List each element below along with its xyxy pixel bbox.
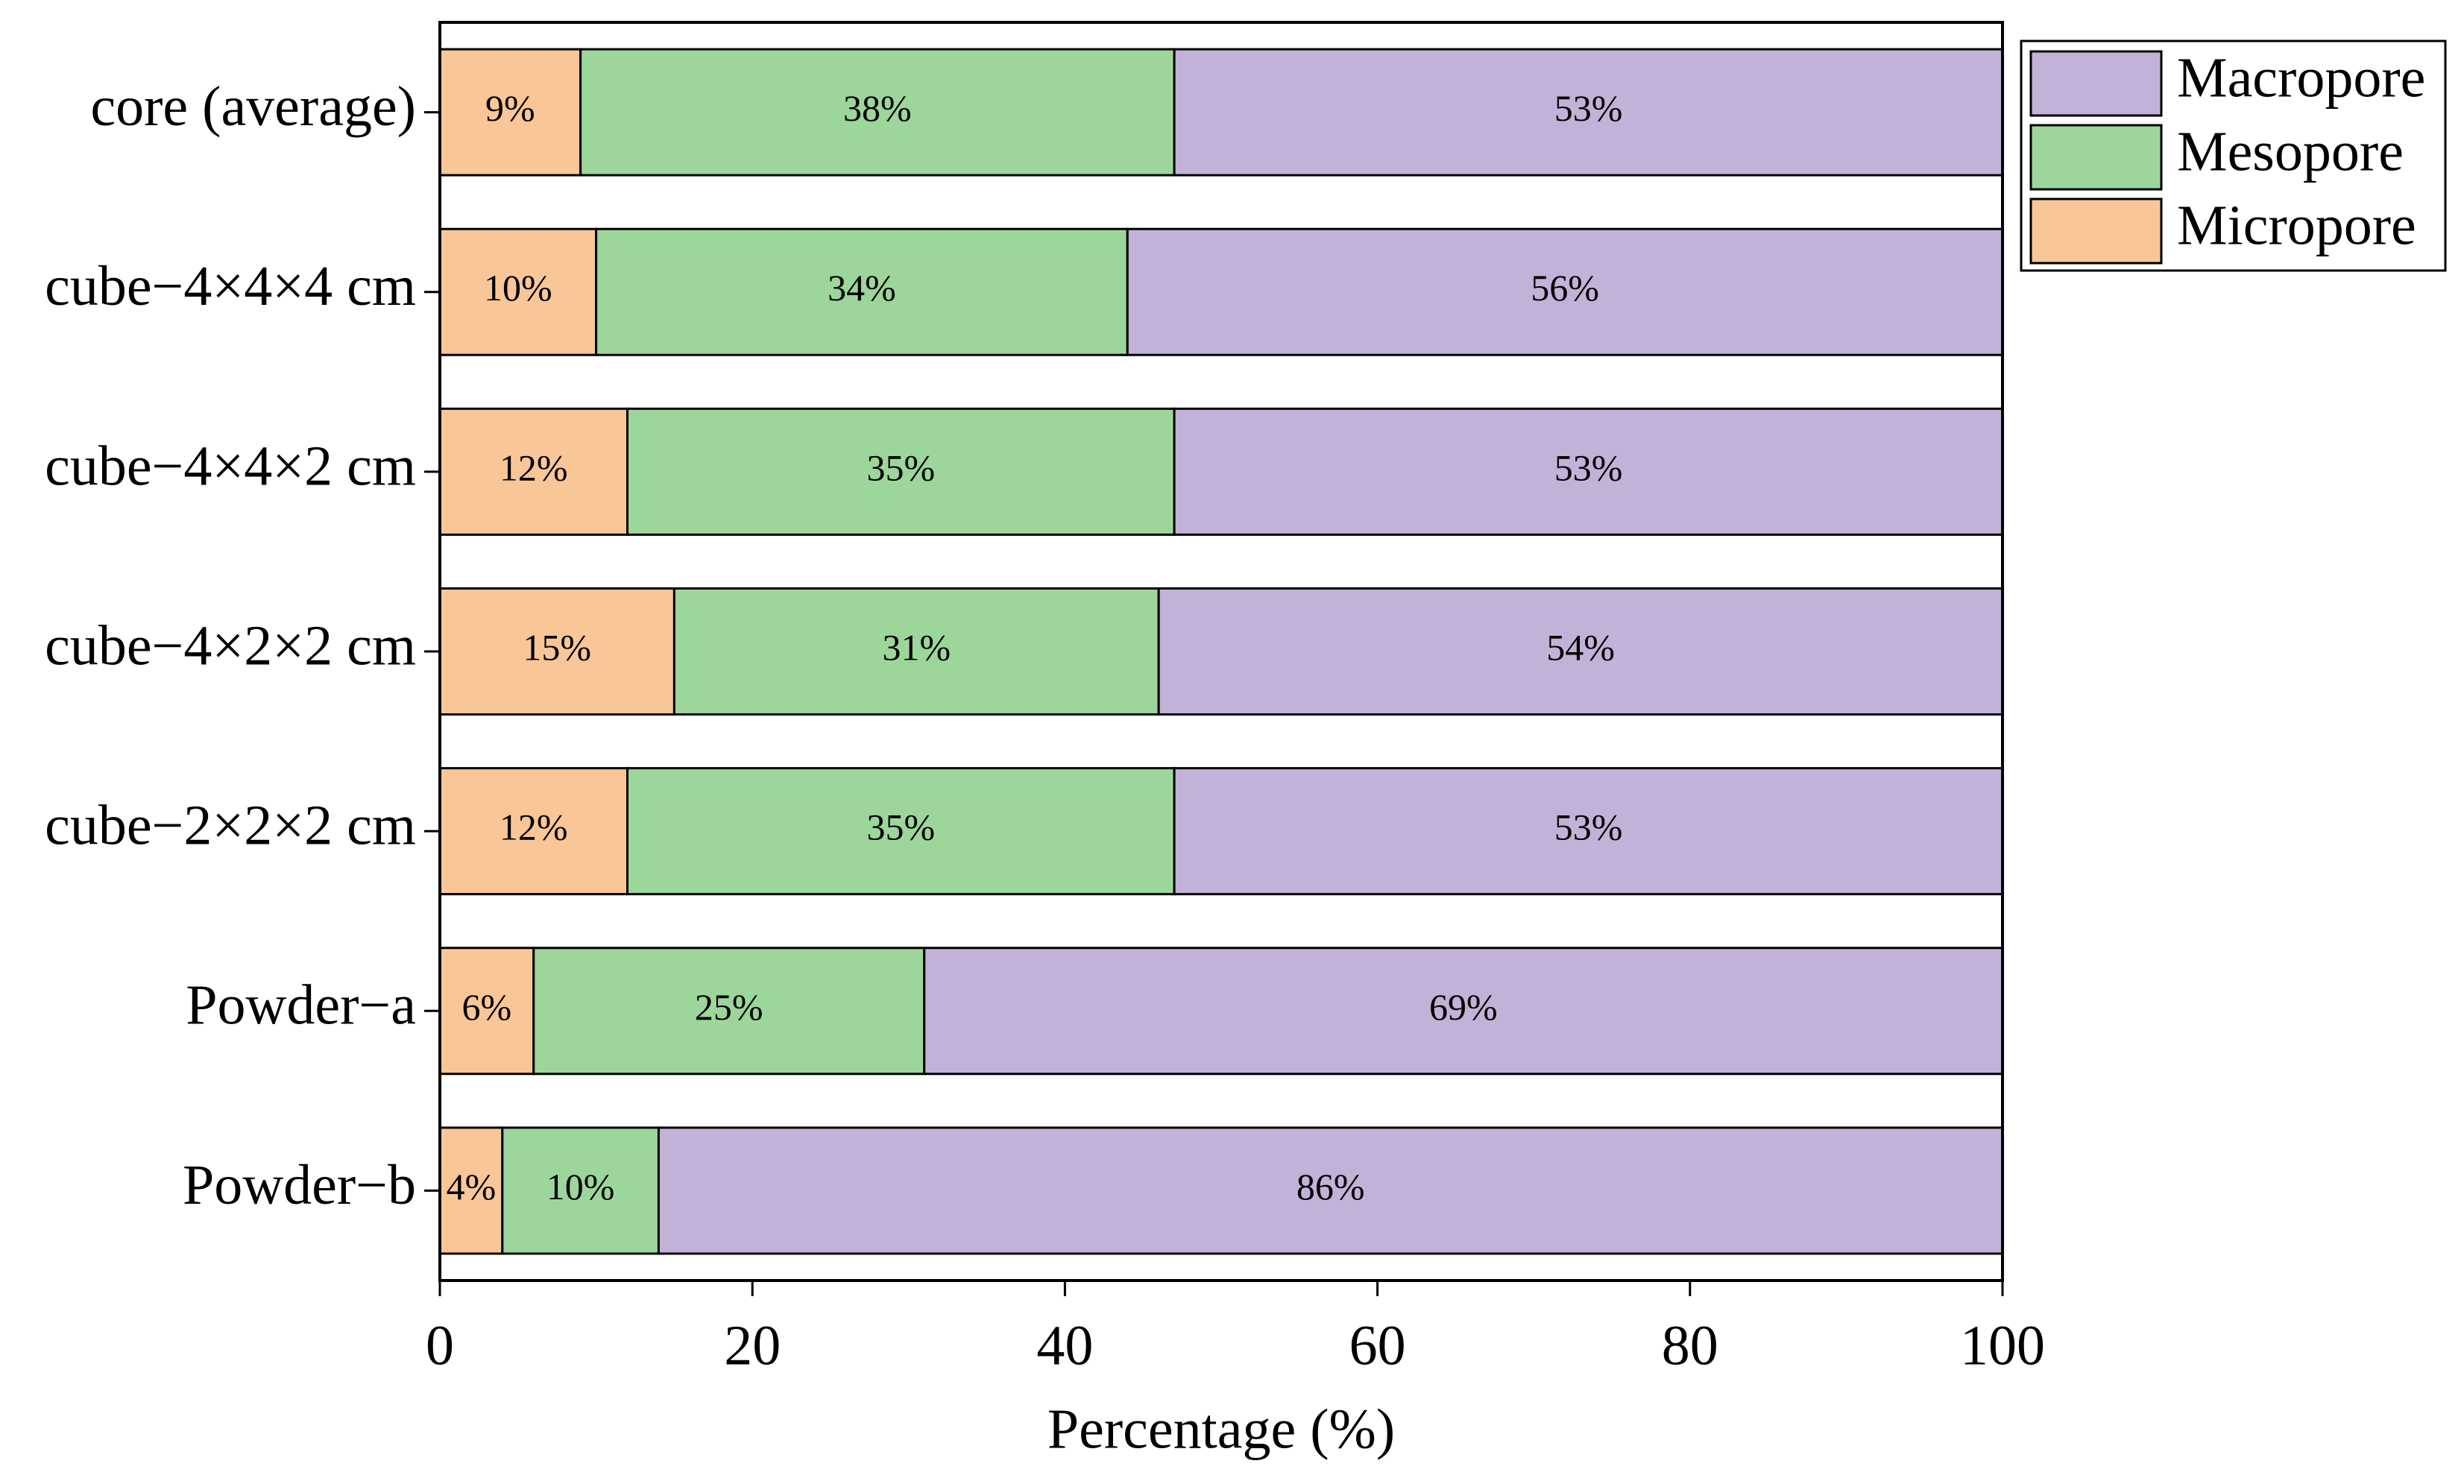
x-tick-label: 60	[1349, 1314, 1406, 1377]
data-label: 34%	[828, 267, 896, 309]
data-label: 35%	[866, 806, 935, 848]
y-tick-label: Powder−a	[186, 974, 416, 1037]
data-label: 12%	[500, 806, 568, 848]
data-label: 6%	[462, 986, 512, 1028]
data-label: 25%	[695, 986, 763, 1028]
legend-label: Micropore	[2177, 194, 2416, 256]
bar-segment	[532, 947, 926, 1076]
x-tick-label: 40	[1036, 1314, 1093, 1377]
data-label: 53%	[1554, 806, 1623, 848]
data-label: 15%	[523, 626, 591, 668]
y-tick-label: Powder−b	[183, 1154, 416, 1216]
data-label: 53%	[1554, 446, 1623, 488]
x-tick-label: 80	[1662, 1314, 1718, 1377]
data-label: 4%	[447, 1166, 497, 1207]
legend-label: Macropore	[2177, 46, 2425, 109]
data-label: 31%	[882, 626, 951, 668]
x-tick-label: 100	[1960, 1314, 2045, 1377]
x-tick-label: 20	[724, 1314, 781, 1377]
data-label: 35%	[866, 446, 935, 488]
legend-swatch	[2029, 198, 2163, 265]
y-tick-label: cube−2×2×2 cm	[45, 795, 416, 857]
data-label: 10%	[546, 1166, 615, 1207]
bar-segment	[501, 1126, 660, 1255]
bar-segment	[672, 587, 1160, 716]
data-label: 38%	[843, 87, 912, 129]
bar-segment	[626, 407, 1176, 536]
legend-swatch	[2029, 50, 2163, 117]
y-tick-label: cube−4×4×4 cm	[45, 255, 416, 318]
bar-segment	[1173, 767, 2004, 896]
x-tick-label: 0	[426, 1314, 454, 1377]
x-axis-title: Percentage (%)	[1047, 1398, 1395, 1460]
bar-segment	[626, 767, 1176, 896]
data-label: 10%	[484, 267, 552, 309]
plot-frame	[438, 21, 2004, 1282]
bar-segment	[1173, 48, 2004, 177]
data-label: 86%	[1296, 1166, 1365, 1207]
bar-segment	[579, 48, 1176, 177]
data-label: 53%	[1554, 87, 1623, 129]
data-label: 12%	[500, 446, 568, 488]
y-tick-label: cube−4×2×2 cm	[45, 614, 416, 677]
bar-segment	[438, 1126, 504, 1255]
bar-segment	[657, 1126, 2004, 1255]
bar-segment	[1126, 227, 2004, 356]
data-label: 69%	[1429, 986, 1498, 1028]
bar-segment	[1173, 407, 2004, 536]
data-label: 9%	[485, 87, 535, 129]
y-tick-label: cube−4×4×2 cm	[45, 435, 416, 497]
data-label: 56%	[1531, 267, 1599, 309]
legend-swatch	[2029, 124, 2163, 191]
y-tick-label: core (average)	[90, 75, 416, 138]
bar-segment	[923, 947, 2004, 1076]
data-label: 54%	[1546, 626, 1615, 668]
bar-segment	[438, 587, 675, 716]
legend-label: Mesopore	[2177, 120, 2404, 183]
bar-segment	[438, 407, 629, 536]
bar-segment	[1157, 587, 2004, 716]
